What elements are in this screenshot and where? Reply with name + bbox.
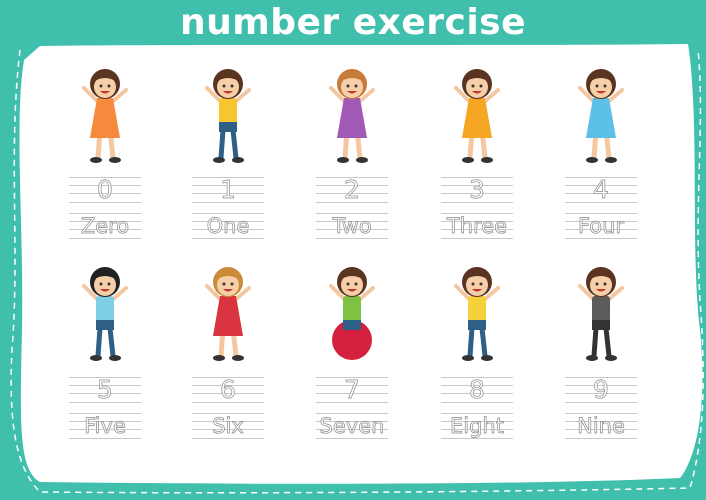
number-tracing-lines: 5 xyxy=(69,375,141,404)
word-trace-text: Three xyxy=(446,214,508,239)
number-trace-text: 5 xyxy=(97,375,114,404)
child-illustration xyxy=(50,258,160,368)
child-illustration xyxy=(422,60,532,170)
number-trace-text: 9 xyxy=(593,375,610,404)
number-tracing-lines: 1 xyxy=(192,175,264,204)
number-tracing-lines: 6 xyxy=(192,375,264,404)
word-trace-text: Two xyxy=(332,214,372,239)
number-tracing-lines: 2 xyxy=(316,175,388,204)
child-illustration xyxy=(422,258,532,368)
word-tracing-lines: Nine xyxy=(565,412,637,440)
child-illustration xyxy=(173,258,283,368)
word-tracing-lines: Two xyxy=(316,212,388,240)
number-card-8: 8 Eight xyxy=(422,258,532,440)
child-illustration xyxy=(297,60,407,170)
number-trace-text: 8 xyxy=(469,375,486,404)
number-trace-text: 3 xyxy=(469,175,486,204)
number-tracing-lines: 3 xyxy=(441,175,513,204)
word-tracing-lines: Four xyxy=(565,212,637,240)
number-card-4: 4 Four xyxy=(546,60,656,240)
child-illustration xyxy=(297,258,407,368)
word-trace-text: Four xyxy=(577,214,625,239)
number-card-5: 5 Five xyxy=(50,258,160,440)
word-tracing-lines: Six xyxy=(192,412,264,440)
number-trace-text: 7 xyxy=(344,375,361,404)
number-tracing-lines: 7 xyxy=(316,375,388,404)
word-trace-text: Zero xyxy=(80,214,130,239)
number-trace-text: 4 xyxy=(593,175,610,204)
word-trace-text: Six xyxy=(212,414,244,439)
word-tracing-lines: Five xyxy=(69,412,141,440)
word-tracing-lines: Zero xyxy=(69,212,141,240)
child-illustration xyxy=(546,60,656,170)
number-trace-text: 0 xyxy=(97,175,114,204)
number-tracing-lines: 8 xyxy=(441,375,513,404)
word-trace-text: Eight xyxy=(450,414,505,439)
number-card-6: 6 Six xyxy=(173,258,283,440)
number-tracing-lines: 0 xyxy=(69,175,141,204)
number-card-0: 0 Zero xyxy=(50,60,160,240)
word-tracing-lines: Seven xyxy=(316,412,388,440)
child-illustration xyxy=(546,258,656,368)
number-card-2: 2 Two xyxy=(297,60,407,240)
number-card-9: 9 Nine xyxy=(546,258,656,440)
child-illustration xyxy=(50,60,160,170)
word-trace-text: Nine xyxy=(577,414,625,439)
word-tracing-lines: Eight xyxy=(441,412,513,440)
number-card-7: 7 Seven xyxy=(297,258,407,440)
number-trace-text: 6 xyxy=(220,375,237,404)
number-card-3: 3 Three xyxy=(422,60,532,240)
number-trace-text: 2 xyxy=(344,175,361,204)
page-title: number exercise xyxy=(179,2,527,43)
child-illustration xyxy=(173,60,283,170)
number-tracing-lines: 9 xyxy=(565,375,637,404)
word-trace-text: One xyxy=(206,214,250,239)
word-trace-text: Five xyxy=(84,414,126,439)
number-trace-text: 1 xyxy=(220,175,237,204)
word-tracing-lines: One xyxy=(192,212,264,240)
word-trace-text: Seven xyxy=(319,414,385,439)
number-card-1: 1 One xyxy=(173,60,283,240)
ball xyxy=(332,320,372,360)
word-tracing-lines: Three xyxy=(441,212,513,240)
number-tracing-lines: 4 xyxy=(565,175,637,204)
